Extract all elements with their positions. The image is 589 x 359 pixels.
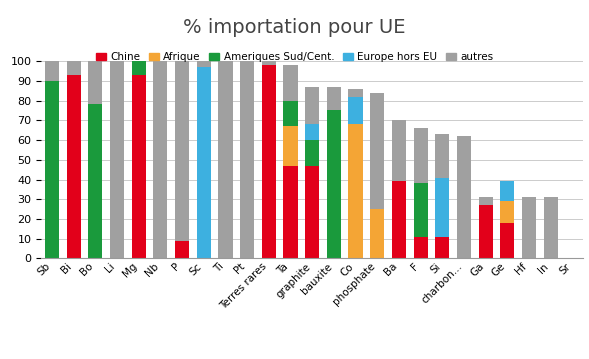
Bar: [522, 197, 536, 258]
Bar: [88, 61, 102, 104]
Bar: [500, 223, 514, 258]
Bar: [67, 75, 81, 258]
Bar: [305, 140, 319, 165]
Bar: [305, 87, 319, 124]
Bar: [175, 61, 189, 241]
Bar: [153, 61, 167, 258]
Bar: [349, 89, 363, 97]
Bar: [413, 237, 428, 258]
Bar: [110, 61, 124, 258]
Bar: [370, 209, 384, 258]
Bar: [132, 75, 146, 258]
Bar: [392, 181, 406, 258]
Bar: [435, 177, 449, 237]
Bar: [435, 237, 449, 258]
Bar: [283, 65, 297, 101]
Bar: [262, 65, 276, 258]
Bar: [413, 128, 428, 183]
Bar: [392, 120, 406, 181]
Bar: [175, 241, 189, 258]
Bar: [435, 134, 449, 177]
Bar: [45, 81, 59, 258]
Bar: [67, 61, 81, 75]
Bar: [197, 67, 211, 258]
Bar: [305, 165, 319, 258]
Bar: [413, 183, 428, 237]
Bar: [327, 111, 341, 258]
Bar: [283, 126, 297, 165]
Bar: [478, 197, 492, 205]
Legend: Chine, Afrique, Ameriques Sud/Cent., Europe hors EU, autres: Chine, Afrique, Ameriques Sud/Cent., Eur…: [91, 48, 498, 67]
Bar: [478, 205, 492, 258]
Bar: [327, 87, 341, 111]
Text: % importation pour UE: % importation pour UE: [183, 18, 406, 37]
Bar: [132, 0, 146, 75]
Bar: [283, 165, 297, 258]
Bar: [500, 201, 514, 223]
Bar: [197, 61, 211, 67]
Bar: [240, 61, 254, 258]
Bar: [349, 97, 363, 124]
Bar: [500, 181, 514, 201]
Bar: [349, 124, 363, 258]
Bar: [88, 104, 102, 258]
Bar: [45, 61, 59, 81]
Bar: [457, 136, 471, 258]
Bar: [544, 197, 558, 258]
Bar: [370, 93, 384, 209]
Bar: [219, 61, 233, 258]
Bar: [283, 101, 297, 126]
Bar: [262, 61, 276, 65]
Bar: [305, 124, 319, 140]
